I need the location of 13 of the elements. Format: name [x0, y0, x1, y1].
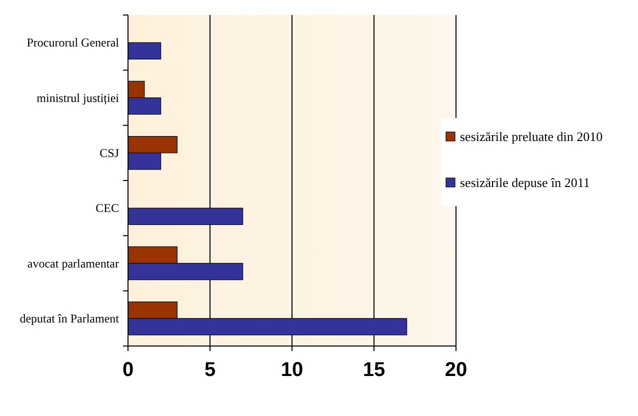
y-tick-label: Procurorul General	[26, 36, 120, 50]
x-tick-label: 10	[280, 359, 304, 381]
y-tick-label: CEC	[96, 201, 119, 216]
x-tick-label: 5	[204, 359, 216, 381]
x-tick-label: 15	[362, 359, 386, 381]
x-tick-label: 0	[122, 359, 134, 381]
legend-label: sesizările depuse în 2011	[460, 175, 590, 190]
y-tick-label: CSJ	[100, 146, 120, 160]
y-tick-label: ministrul justiției	[36, 90, 120, 105]
y-tick-label: deputat în Parlament	[20, 311, 120, 326]
legend-label: sesizările preluate din 2010	[460, 129, 603, 144]
x-tick-label: 20	[444, 359, 468, 381]
y-tick-label: avocat parlamentar	[27, 256, 119, 270]
